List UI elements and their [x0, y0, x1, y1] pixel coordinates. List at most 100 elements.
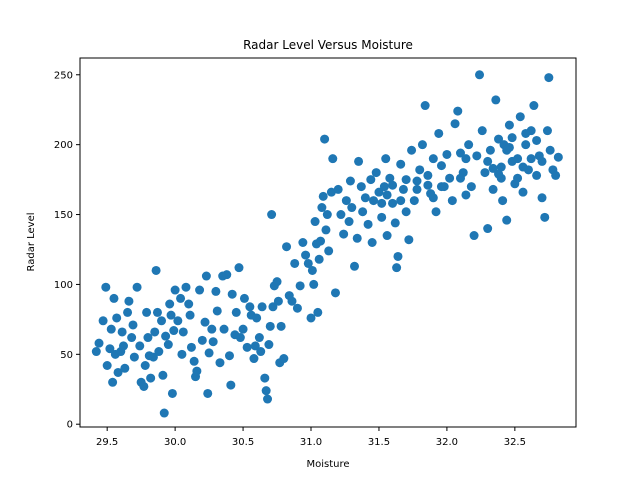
- data-point: [167, 388, 177, 398]
- chart-title: Radar Level Versus Moisture: [243, 38, 413, 52]
- data-point: [409, 196, 419, 206]
- y-tick-label: 200: [54, 140, 73, 151]
- data-point: [235, 333, 245, 343]
- x-tick-label: 32.5: [504, 437, 526, 448]
- data-point: [485, 145, 495, 155]
- data-point: [219, 324, 229, 334]
- data-point: [234, 263, 244, 273]
- data-point: [192, 366, 202, 376]
- data-point: [532, 135, 542, 145]
- data-point: [551, 170, 561, 180]
- data-point: [475, 70, 485, 80]
- data-point: [173, 316, 183, 326]
- data-point: [407, 145, 417, 155]
- data-point: [502, 145, 512, 155]
- data-point: [526, 154, 536, 164]
- data-point: [178, 327, 188, 337]
- data-point: [515, 112, 525, 122]
- data-point: [118, 341, 128, 351]
- data-points: [91, 70, 563, 418]
- data-point: [404, 235, 414, 245]
- data-point: [428, 154, 438, 164]
- data-point: [513, 154, 523, 164]
- data-point: [356, 182, 366, 192]
- data-point: [322, 210, 332, 220]
- data-point: [326, 187, 336, 197]
- data-point: [529, 101, 539, 111]
- data-point: [306, 313, 316, 323]
- data-point: [117, 327, 127, 337]
- data-point: [242, 342, 252, 352]
- data-point: [392, 263, 402, 273]
- data-point: [142, 307, 152, 317]
- data-point: [139, 381, 149, 391]
- data-point: [379, 182, 389, 192]
- y-tick-label: 0: [67, 420, 73, 431]
- data-point: [184, 299, 194, 309]
- data-point: [521, 128, 531, 138]
- data-point: [290, 258, 300, 268]
- data-point: [91, 347, 101, 357]
- x-tick-label: 30.5: [232, 437, 254, 448]
- data-point: [542, 126, 552, 136]
- data-point: [123, 307, 133, 317]
- data-point: [307, 265, 317, 275]
- data-point: [208, 337, 218, 347]
- data-point: [276, 321, 286, 331]
- data-point: [417, 140, 427, 150]
- data-point: [211, 286, 221, 296]
- data-point: [203, 388, 213, 398]
- data-point: [377, 212, 387, 222]
- data-point: [396, 196, 406, 206]
- data-point: [143, 333, 153, 343]
- data-point: [264, 340, 274, 350]
- data-point: [412, 176, 422, 186]
- data-point: [352, 233, 362, 243]
- data-point: [469, 231, 479, 241]
- data-point: [436, 182, 446, 192]
- x-tick-label: 29.5: [96, 437, 118, 448]
- data-point: [412, 184, 422, 194]
- data-point: [336, 210, 346, 220]
- data-point: [185, 310, 195, 320]
- data-point: [504, 120, 514, 130]
- data-point: [148, 352, 158, 362]
- data-point: [108, 377, 118, 387]
- data-point: [317, 203, 327, 213]
- y-tick-label: 100: [54, 280, 73, 291]
- data-point: [295, 281, 305, 291]
- data-point: [388, 198, 398, 208]
- data-point: [113, 367, 123, 377]
- data-point: [502, 215, 512, 225]
- data-point: [461, 154, 471, 164]
- data-point: [94, 338, 104, 348]
- plot-area-frame: [79, 57, 577, 428]
- data-point: [186, 342, 196, 352]
- data-point: [124, 296, 134, 306]
- data-point: [518, 162, 528, 172]
- data-point: [455, 148, 465, 158]
- data-point: [494, 169, 504, 179]
- data-point: [212, 306, 222, 316]
- data-point: [273, 296, 283, 306]
- data-point: [545, 145, 555, 155]
- data-point: [345, 176, 355, 186]
- y-tick-label: 50: [60, 350, 73, 361]
- data-point: [189, 356, 199, 366]
- data-point: [496, 162, 506, 172]
- data-point: [363, 219, 373, 229]
- data-point: [238, 324, 248, 334]
- data-point: [261, 386, 271, 396]
- data-point: [423, 180, 433, 190]
- data-point: [301, 250, 311, 260]
- data-point: [442, 149, 452, 159]
- y-axis-label: Radar Level: [26, 212, 37, 271]
- data-point: [195, 285, 205, 295]
- data-point: [498, 196, 508, 206]
- data-point: [436, 161, 446, 171]
- data-point: [381, 154, 391, 164]
- data-point: [215, 358, 225, 368]
- data-point: [358, 207, 368, 217]
- data-point: [250, 341, 260, 351]
- data-point: [177, 349, 187, 359]
